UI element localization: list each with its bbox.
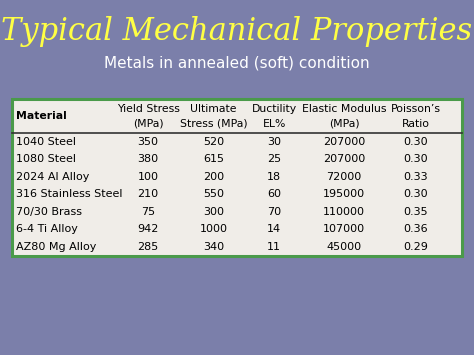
Text: 207000: 207000 [323,137,365,147]
Text: 195000: 195000 [323,189,365,199]
Text: 14: 14 [267,224,281,234]
Text: 72000: 72000 [326,172,362,182]
Text: Ratio: Ratio [402,119,430,129]
Text: 615: 615 [203,154,224,164]
Text: 0.36: 0.36 [404,224,428,234]
Text: 110000: 110000 [323,207,365,217]
Text: 6-4 Ti Alloy: 6-4 Ti Alloy [16,224,78,234]
Text: 380: 380 [137,154,159,164]
Text: 70/30 Brass: 70/30 Brass [16,207,82,217]
Text: Material: Material [16,111,66,121]
Text: 340: 340 [203,242,224,252]
Text: 200: 200 [203,172,224,182]
Text: 2024 Al Alloy: 2024 Al Alloy [16,172,89,182]
Text: (MPa): (MPa) [133,119,164,129]
Text: Metals in annealed (soft) condition: Metals in annealed (soft) condition [104,55,370,70]
Text: Stress (MPa): Stress (MPa) [180,119,247,129]
Text: AZ80 Mg Alloy: AZ80 Mg Alloy [16,242,96,252]
Text: 0.30: 0.30 [404,154,428,164]
Text: 60: 60 [267,189,281,199]
Text: 107000: 107000 [323,224,365,234]
Text: 316 Stainless Steel: 316 Stainless Steel [16,189,122,199]
Text: 210: 210 [137,189,159,199]
Text: 1080 Steel: 1080 Steel [16,154,76,164]
Text: 285: 285 [137,242,159,252]
Text: 18: 18 [267,172,281,182]
Text: 75: 75 [141,207,155,217]
Text: 100: 100 [137,172,159,182]
Text: EL%: EL% [263,119,286,129]
Text: 350: 350 [137,137,159,147]
Text: Ductility: Ductility [252,104,297,114]
Text: 0.33: 0.33 [404,172,428,182]
Text: 1040 Steel: 1040 Steel [16,137,76,147]
Text: 70: 70 [267,207,281,217]
Text: 1000: 1000 [200,224,228,234]
Text: 942: 942 [137,224,159,234]
Text: 0.35: 0.35 [404,207,428,217]
Text: 0.30: 0.30 [404,137,428,147]
Text: 30: 30 [267,137,281,147]
Text: Poisson’s: Poisson’s [391,104,441,114]
Text: Elastic Modulus: Elastic Modulus [301,104,386,114]
Text: 300: 300 [203,207,224,217]
Text: Ultimate: Ultimate [190,104,237,114]
Text: 207000: 207000 [323,154,365,164]
Text: 25: 25 [267,154,281,164]
Text: Yield Stress: Yield Stress [117,104,180,114]
Text: 11: 11 [267,242,281,252]
Text: 520: 520 [203,137,224,147]
Text: 0.30: 0.30 [404,189,428,199]
Text: 550: 550 [203,189,224,199]
Text: (MPa): (MPa) [328,119,359,129]
Text: Typical Mechanical Properties: Typical Mechanical Properties [1,16,473,47]
Text: 0.29: 0.29 [403,242,428,252]
Text: 45000: 45000 [327,242,362,252]
